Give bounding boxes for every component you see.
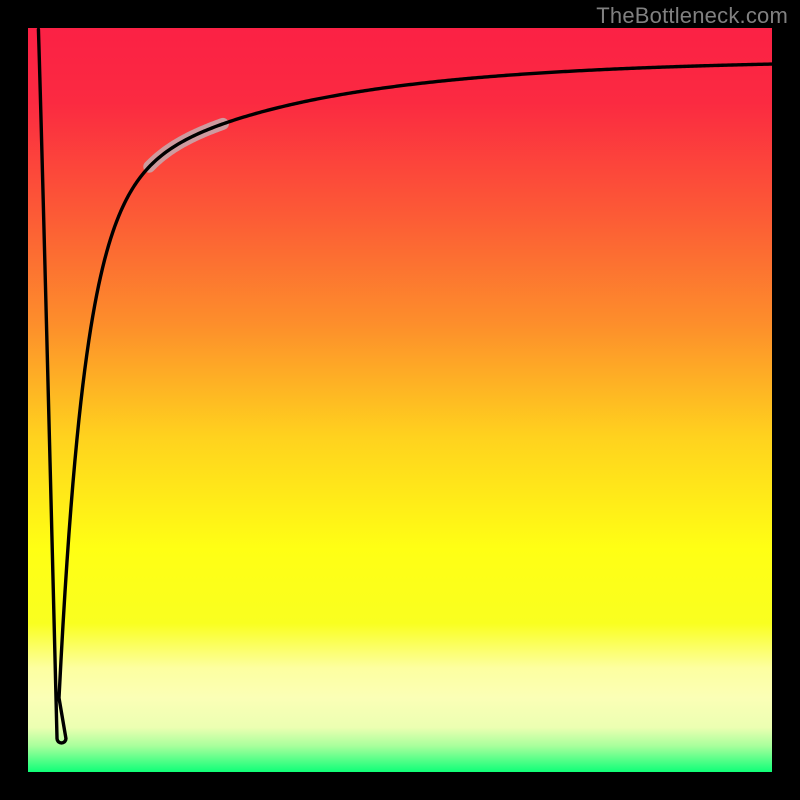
gradient-background xyxy=(28,28,772,772)
chart-stage: TheBottleneck.com xyxy=(0,0,800,800)
watermark-text: TheBottleneck.com xyxy=(596,3,788,29)
bottleneck-chart-svg xyxy=(0,0,800,800)
